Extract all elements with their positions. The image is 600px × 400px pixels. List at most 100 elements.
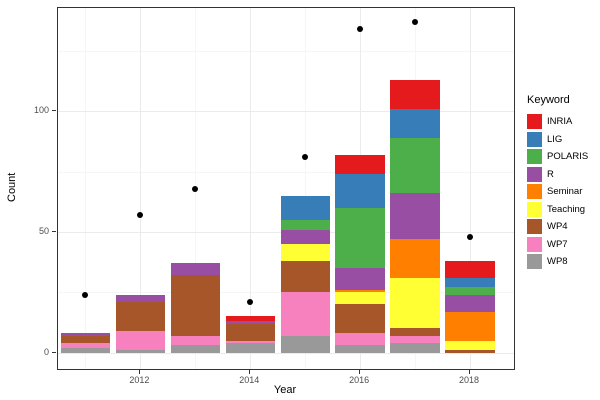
legend: Keyword INRIA LIG POLARIS R Seminar Teaching W…: [527, 94, 599, 271]
legend-swatch-seminar: [527, 184, 542, 200]
gridline-y-minor: [58, 50, 514, 52]
bar-segment-teaching-2015: [280, 244, 330, 261]
bar-segment-r-2012: [115, 294, 166, 302]
bar-segment-wp7-2012: [115, 330, 166, 351]
legend-swatch-teaching: [527, 201, 542, 217]
legend-item-seminar: Seminar: [527, 183, 599, 201]
legend-item-polaris: POLARIS: [527, 148, 599, 166]
plot-panel: [57, 7, 515, 370]
data-point-2017: [412, 18, 419, 25]
bar-segment-wp7-2014: [225, 340, 275, 343]
legend-label: INRIA: [547, 116, 573, 128]
bar-segment-seminar-2017: [390, 239, 440, 278]
bar-segment-polaris-2015: [280, 219, 330, 230]
x-axis-title: Year: [273, 384, 297, 396]
bar-segment-seminar-2016: [335, 289, 385, 293]
legend-item-teaching: Teaching: [527, 201, 599, 219]
legend-item-inria: INRIA: [527, 113, 599, 131]
bar-segment-lig-2018: [445, 277, 495, 288]
bar-segment-wp7-2016: [335, 333, 385, 346]
bar-segment-wp7-2013: [170, 335, 221, 346]
bar-segment-lig-2017: [390, 108, 440, 138]
legend-title: Keyword: [527, 94, 570, 106]
bar-segment-r-2015: [280, 229, 330, 244]
legend-label: R: [547, 168, 554, 180]
x-tick-label: 2014: [239, 375, 260, 385]
legend-item-wp7: WP7: [527, 236, 599, 254]
bar-segment-teaching-2018: [445, 340, 495, 351]
gridline-x-major: [140, 8, 142, 369]
legend-swatch-r: [527, 166, 542, 182]
data-point-2012: [137, 212, 144, 219]
bar-segment-wp8-2012: [115, 350, 166, 353]
bar-segment-r-2013: [170, 263, 221, 276]
bar-segment-wp4-2013: [170, 275, 221, 336]
bar-segment-wp7-2015: [280, 292, 330, 336]
gridline-x-major: [250, 8, 252, 369]
bar-segment-teaching-2016: [335, 292, 385, 305]
legend-item-lig: LIG: [527, 131, 599, 149]
y-tick-mark: [52, 351, 56, 353]
x-tick-mark: [469, 370, 471, 374]
legend-swatch-wp8: [527, 254, 542, 270]
legend-swatch-lig: [527, 131, 542, 147]
y-tick-label: 100: [33, 105, 49, 116]
bar-segment-inria-2014: [225, 316, 275, 322]
legend-label: LIG: [547, 133, 563, 145]
x-tick-label: 2018: [459, 375, 480, 385]
bar-segment-inria-2018: [445, 260, 495, 278]
legend-item-wp8: WP8: [527, 253, 599, 271]
legend-label: POLARIS: [547, 151, 589, 163]
bar-segment-inria-2017: [390, 79, 440, 109]
gridline-x-major: [470, 8, 472, 369]
legend-item-wp4: WP4: [527, 218, 599, 236]
bar-segment-wp8-2016: [335, 345, 385, 353]
data-point-2013: [192, 185, 199, 192]
data-point-2014: [247, 298, 254, 305]
y-axis-title: Count: [6, 172, 18, 203]
bar-segment-wp4-2011: [60, 335, 111, 343]
x-tick-mark: [249, 370, 251, 374]
y-tick-mark: [52, 230, 56, 232]
gridline-y-minor: [58, 171, 514, 173]
data-point-2011: [82, 291, 89, 298]
bar-segment-polaris-2017: [390, 137, 440, 194]
gridline-x-minor: [305, 8, 307, 369]
legend-label: Seminar: [547, 186, 583, 198]
x-tick-mark: [139, 370, 141, 374]
y-tick-label: 50: [38, 225, 49, 236]
legend-label: Teaching: [547, 203, 586, 215]
gridline-y-major: [58, 111, 514, 113]
data-point-2018: [467, 233, 474, 240]
gridline-y-major: [58, 352, 514, 354]
bar-segment-wp4-2015: [280, 260, 330, 293]
data-point-2015: [302, 154, 309, 161]
bar-segment-teaching-2017: [390, 277, 440, 329]
bar-segment-wp7-2011: [60, 342, 111, 348]
bar-segment-lig-2015: [280, 195, 330, 220]
bar-segment-wp4-2018: [445, 350, 495, 353]
bar-segment-wp8-2015: [280, 335, 330, 353]
bar-segment-wp4-2017: [390, 328, 440, 336]
data-point-2016: [357, 26, 364, 33]
bar-segment-r-2016: [335, 268, 385, 290]
bar-segment-wp4-2016: [335, 304, 385, 334]
bar-segment-wp8-2013: [170, 345, 221, 353]
bar-segment-lig-2016: [335, 174, 385, 208]
legend-label: WP8: [547, 256, 568, 268]
bar-segment-wp8-2017: [390, 342, 440, 353]
y-tick-label: 0: [43, 346, 49, 357]
legend-swatch-inria: [527, 114, 542, 130]
bar-segment-polaris-2016: [335, 207, 385, 269]
legend-swatch-wp7: [527, 236, 542, 252]
bar-segment-polaris-2018: [445, 287, 495, 295]
bar-segment-inria-2016: [335, 154, 385, 174]
bar-segment-r-2011: [60, 333, 111, 336]
x-tick-label: 2016: [349, 375, 370, 385]
bar-segment-wp4-2014: [225, 323, 275, 341]
bar-segment-wp4-2012: [115, 301, 166, 331]
bar-segment-r-2018: [445, 294, 495, 312]
gridline-x-minor: [85, 8, 87, 369]
x-tick-mark: [359, 370, 361, 374]
